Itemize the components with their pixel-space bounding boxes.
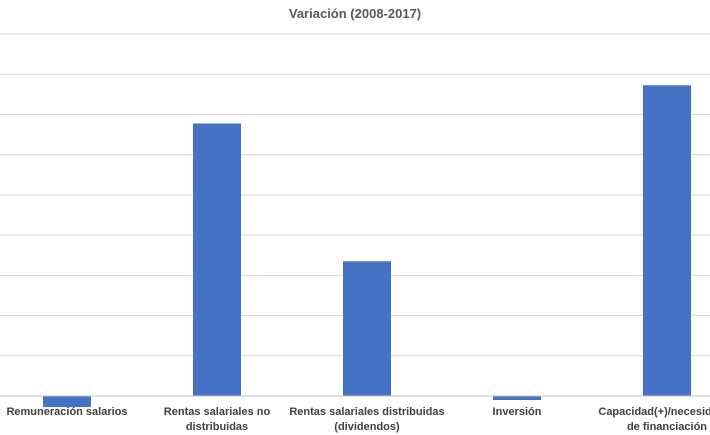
- bar: [643, 85, 691, 397]
- bar: [193, 123, 241, 396]
- bar: [493, 396, 541, 401]
- category-label: Rentas salariales no distribuidas: [163, 406, 271, 433]
- bar: [343, 261, 391, 396]
- bar: [43, 396, 91, 408]
- category-label: Remuneración salarios: [6, 406, 128, 418]
- category-label: Capacidad(+)/necesidad(-) de financiació…: [598, 406, 710, 433]
- category-label: Rentas salariales distribuidas (dividend…: [289, 406, 445, 433]
- category-label: Inversión: [492, 406, 542, 418]
- chart-title: Variación (2008-2017): [288, 6, 422, 21]
